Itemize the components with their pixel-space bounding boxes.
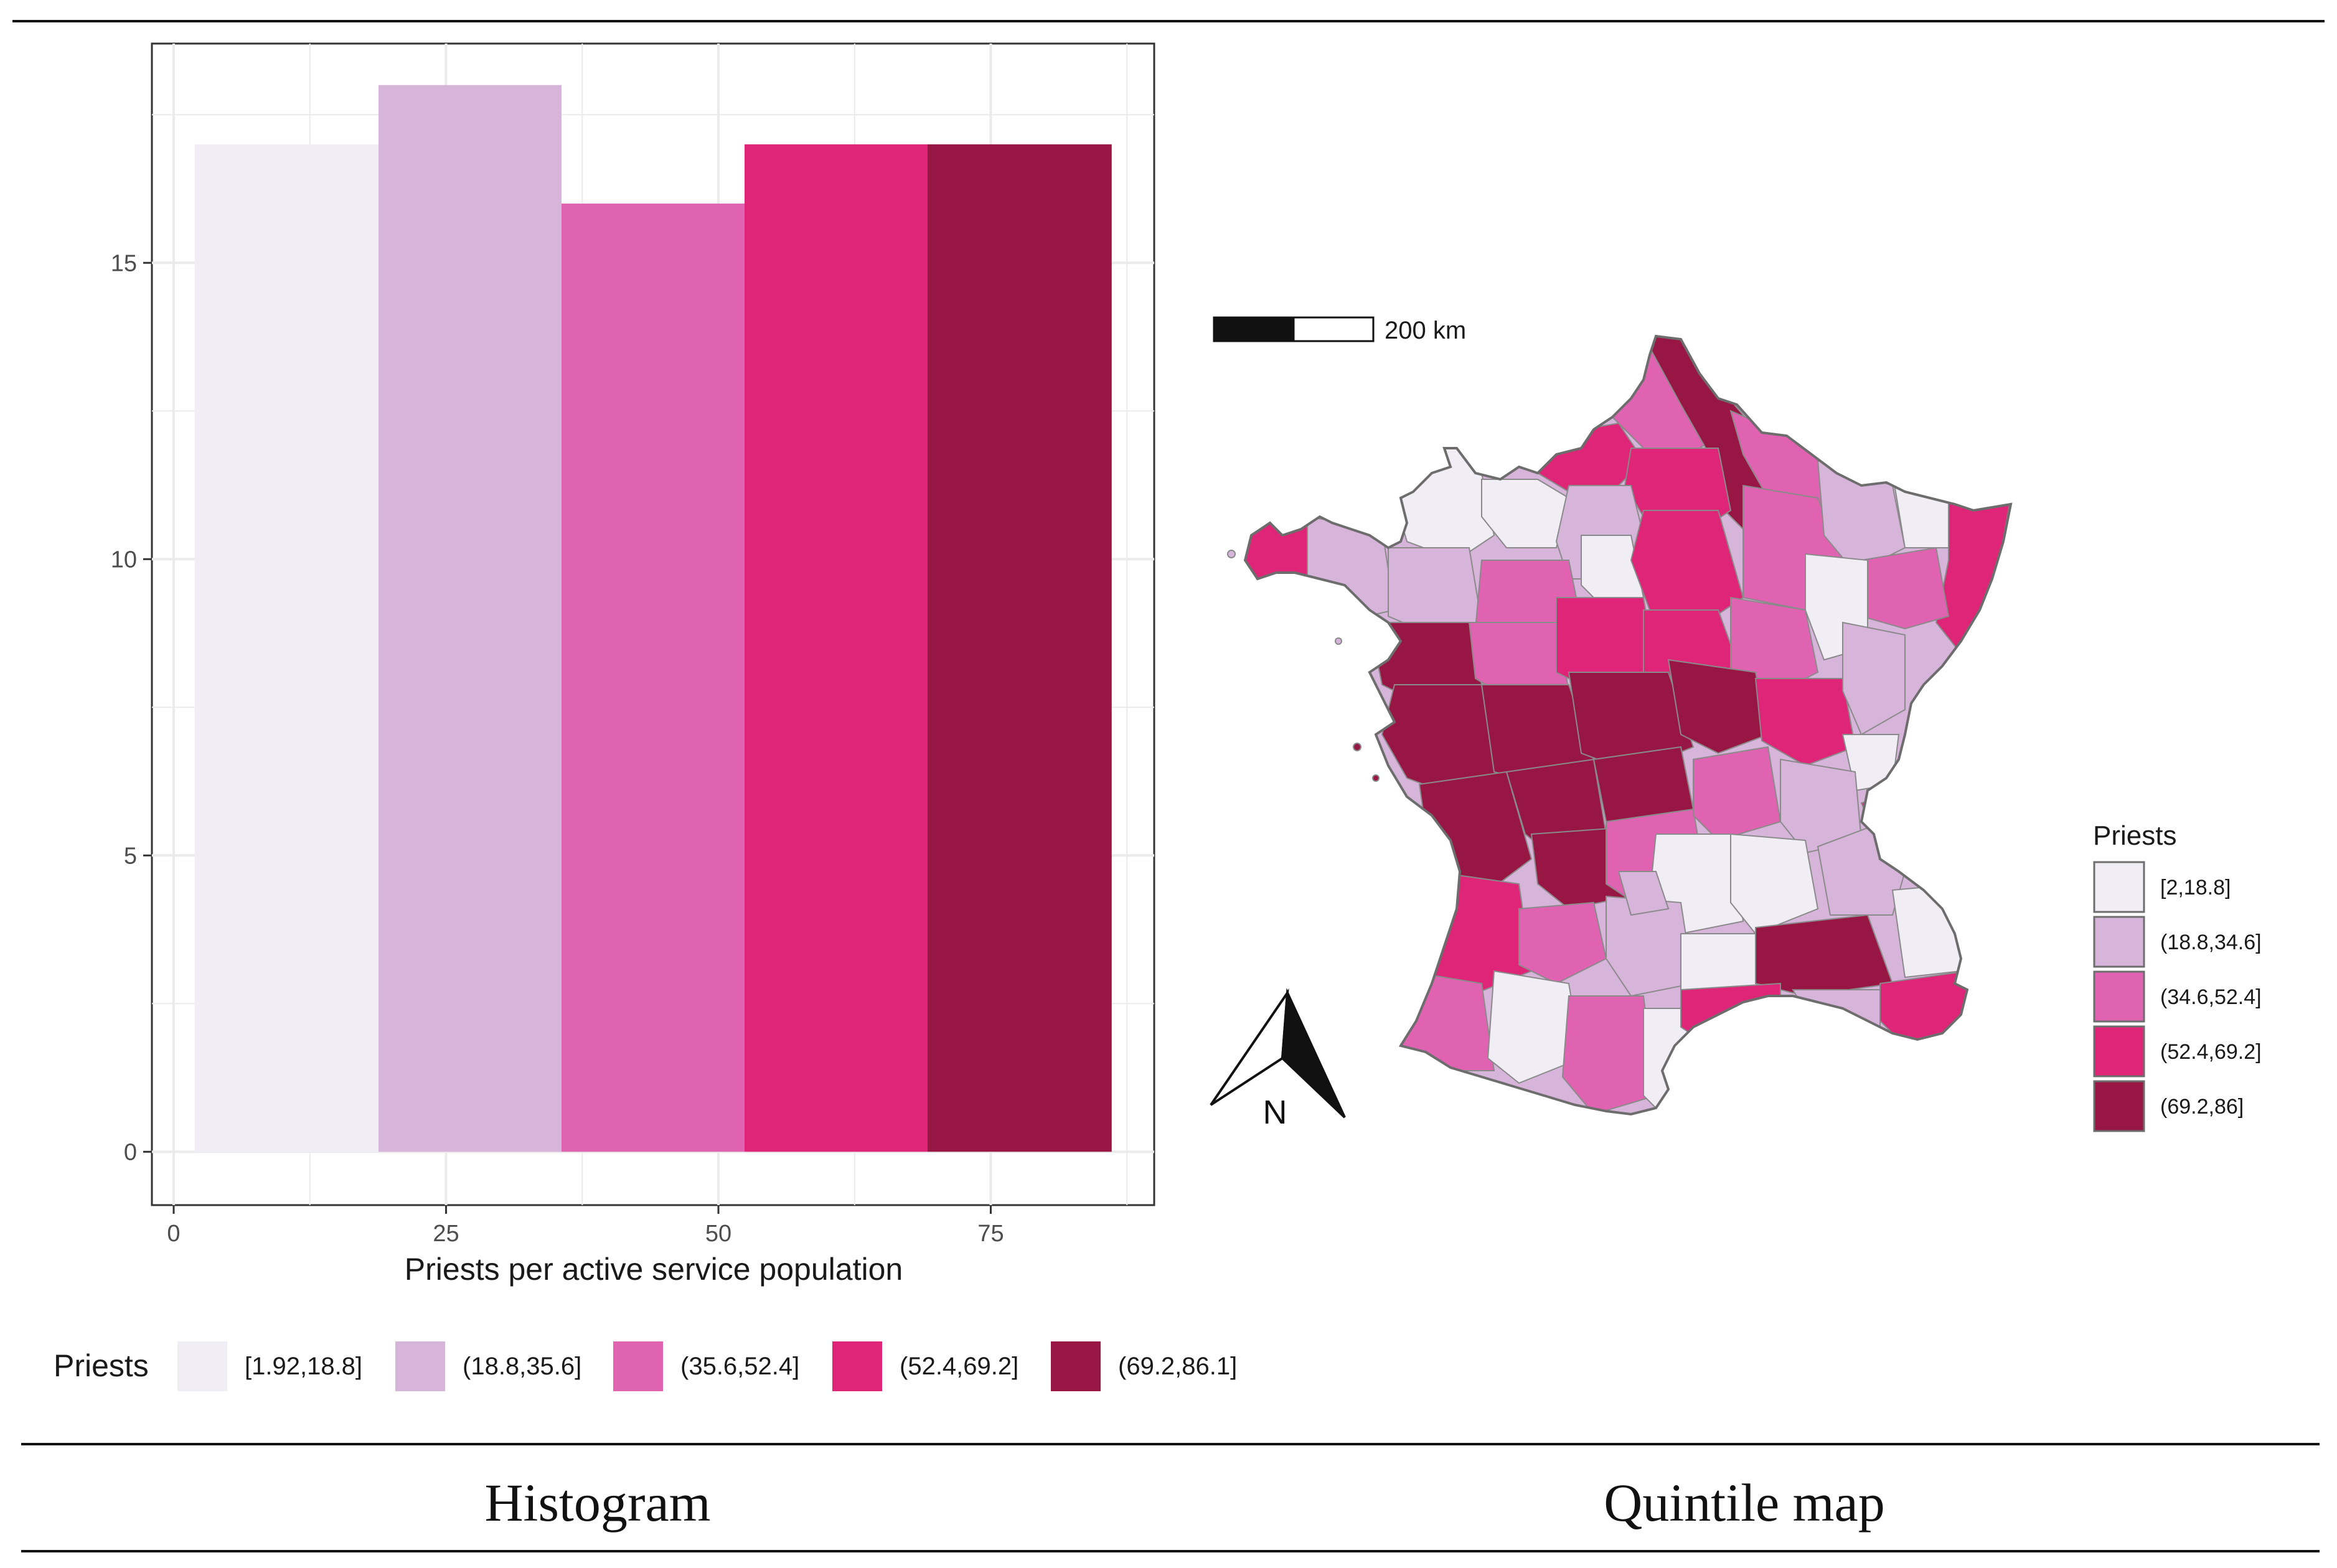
region xyxy=(1730,833,1819,935)
map-legend-label-3: (34.6,52.4] xyxy=(2160,985,2262,1009)
legend-swatch-2 xyxy=(395,1341,445,1391)
island xyxy=(1335,637,1342,645)
histogram-bar xyxy=(194,144,379,1152)
map-legend-label-5: (69.2,86] xyxy=(2160,1095,2244,1119)
x-axis-title: Priests per active service population xyxy=(405,1252,903,1287)
region xyxy=(1891,883,1962,979)
y-tick-label: 15 xyxy=(111,250,137,276)
y-tick-label: 0 xyxy=(124,1139,137,1165)
y-tick-label: 10 xyxy=(111,547,137,573)
legend-title: Priests xyxy=(54,1348,149,1383)
north-arrow: N xyxy=(1210,988,1346,1131)
quintile-map: 200 km xyxy=(1210,316,2262,1132)
north-label: N xyxy=(1263,1094,1287,1131)
legend-swatch-1 xyxy=(177,1341,227,1391)
legend-label-3: (35.6,52.4] xyxy=(680,1353,799,1380)
france-map xyxy=(1227,335,2012,1115)
map-legend-label-1: [2,18.8] xyxy=(2160,876,2231,899)
histogram-bar xyxy=(379,85,562,1152)
bars xyxy=(194,85,1112,1152)
histogram-bar xyxy=(562,204,745,1152)
histogram: 0 5 10 15 0 25 50 75 Priests per active servic… xyxy=(54,42,1237,1391)
map-legend-swatch-5 xyxy=(2093,1080,2145,1132)
x-axis: 0 25 50 75 xyxy=(167,1205,1004,1247)
scale-bar: 200 km xyxy=(1213,316,1466,344)
region xyxy=(1792,989,1881,1035)
legend-swatch-3 xyxy=(613,1341,663,1391)
map-legend-label-2: (18.8,34.6] xyxy=(2160,931,2262,954)
histogram-bar xyxy=(928,144,1112,1152)
x-tick-label: 50 xyxy=(705,1221,731,1247)
histogram-legend: Priests [1.92,18.8] (18.8,35.6] (35.6,52… xyxy=(54,1341,1237,1391)
legend-swatch-4 xyxy=(832,1341,882,1391)
map-legend-label-4: (52.4,69.2] xyxy=(2160,1040,2262,1064)
region xyxy=(1399,970,1495,1071)
region xyxy=(1487,970,1582,1084)
legend-swatch-5 xyxy=(1051,1341,1101,1391)
region xyxy=(1754,678,1856,767)
map-legend-swatch-2 xyxy=(2093,916,2145,968)
y-tick-label: 5 xyxy=(124,843,137,869)
y-axis: 0 5 10 15 xyxy=(111,250,152,1165)
legend-label-5: (69.2,86.1] xyxy=(1118,1353,1237,1380)
region xyxy=(1606,895,1695,997)
legend-label-1: [1.92,18.8] xyxy=(245,1353,362,1380)
map-legend-swatch-3 xyxy=(2093,970,2145,1023)
histogram-bar xyxy=(745,144,928,1152)
island xyxy=(1372,774,1380,782)
legend-label-2: (18.8,35.6] xyxy=(463,1353,581,1380)
x-tick-label: 75 xyxy=(977,1221,1004,1247)
region xyxy=(1307,515,1396,624)
region xyxy=(1518,901,1607,985)
region xyxy=(1842,621,1906,736)
island xyxy=(1227,550,1236,558)
scale-bar-label: 200 km xyxy=(1385,317,1466,344)
legend-label-4: (52.4,69.2] xyxy=(900,1353,1018,1380)
x-tick-label: 0 xyxy=(167,1221,180,1247)
region xyxy=(1680,982,1781,1053)
map-legend-swatch-4 xyxy=(2093,1025,2145,1077)
island xyxy=(1353,743,1361,751)
map-legend-swatch-1 xyxy=(2093,861,2145,913)
region xyxy=(1667,659,1769,754)
region xyxy=(1861,547,1950,630)
map-legend-title: Priests xyxy=(2093,820,2176,851)
region xyxy=(1693,746,1782,842)
region xyxy=(1481,479,1570,548)
map-legend: Priests [2,18.8] (18.8,34.6] (34.6,52.4]… xyxy=(2093,820,2262,1132)
region xyxy=(1617,871,1670,916)
caption-quintile-map: Quintile map xyxy=(1604,1473,1884,1533)
x-tick-label: 25 xyxy=(433,1221,459,1247)
caption-histogram: Histogram xyxy=(484,1473,710,1533)
